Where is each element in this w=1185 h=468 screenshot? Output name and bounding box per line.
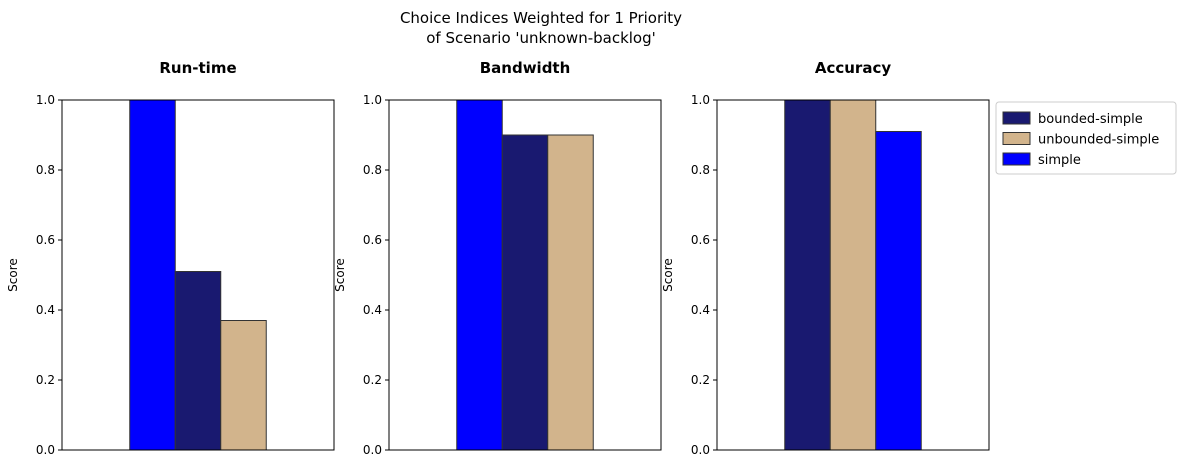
panel-title: Bandwidth (480, 59, 571, 77)
bar-simple (129, 99, 176, 451)
axes-frame (716, 99, 990, 451)
y-tick-label: 1.0 (363, 93, 382, 107)
y-tick-label: 0.8 (363, 163, 382, 177)
chart-legend: bounded-simple unbounded-simple simple (995, 101, 1177, 175)
y-tick-label: 1.0 (691, 93, 710, 107)
y-tick-label: 0.6 (691, 233, 710, 247)
y-tick-label: 0.4 (691, 303, 710, 317)
bar-bounded-simple (174, 271, 222, 451)
figure-title-line1: Choice Indices Weighted for 1 Priority (400, 9, 682, 27)
bar-bounded-simple (784, 99, 831, 451)
y-tick-label: 0.2 (363, 373, 382, 387)
axes-frame (61, 99, 335, 451)
y-tick-label: 0.4 (363, 303, 382, 317)
bar-unbounded-simple (220, 320, 267, 451)
bar-simple (875, 131, 922, 451)
y-tick-label: 0.8 (691, 163, 710, 177)
panel-3: Accuracy 0.0 0.2 0.4 0.6 0.8 1.0 Score (661, 59, 990, 457)
y-tick-label: 0.8 (36, 163, 55, 177)
y-tick-label: 0.0 (36, 443, 55, 457)
y-tick-label: 1.0 (36, 93, 55, 107)
y-tick-label: 0.2 (36, 373, 55, 387)
legend-box (995, 101, 1177, 175)
y-tick-label: 0.0 (363, 443, 382, 457)
axes-frame (388, 99, 662, 451)
legend-label: bounded-simple (1038, 112, 1143, 127)
panel-1: Run-time 0.0 0.2 0.4 0.6 0.8 1.0 Score (6, 59, 335, 457)
y-axis-label: Score (661, 258, 675, 292)
bar-unbounded-simple (547, 134, 594, 451)
panel-2: Bandwidth 0.0 0.2 0.4 0.6 0.8 1.0 Score (333, 59, 662, 457)
bar-bounded-simple (501, 134, 549, 451)
legend-swatch-bounded-simple (1002, 111, 1031, 125)
panel-title: Run-time (159, 59, 236, 77)
legend-label: unbounded-simple (1038, 133, 1159, 148)
figure-title-line2: of Scenario 'unknown-backlog' (426, 29, 656, 47)
y-axis-label: Score (6, 258, 20, 292)
legend-swatch-simple (1002, 152, 1031, 166)
y-tick-label: 0.6 (36, 233, 55, 247)
legend-label: simple (1038, 153, 1081, 168)
y-tick-label: 0.2 (691, 373, 710, 387)
legend-swatch-unbounded-simple (1002, 132, 1031, 145)
bar-simple (456, 99, 503, 451)
bar-unbounded-simple (829, 99, 877, 451)
y-tick-label: 0.0 (691, 443, 710, 457)
y-axis-label: Score (333, 258, 347, 292)
chart-panels: Run-time0.00.20.40.60.81.0ScoreBandwidth… (6, 59, 990, 457)
y-tick-label: 0.6 (363, 233, 382, 247)
panel-title: Accuracy (815, 59, 891, 77)
y-tick-label: 0.4 (36, 303, 55, 317)
